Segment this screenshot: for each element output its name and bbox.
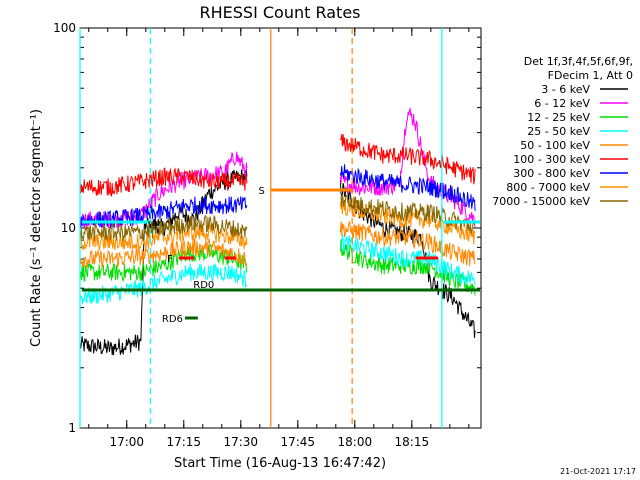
x-tick-label: 18:15 — [395, 435, 430, 449]
plot-frame — [79, 27, 482, 429]
series-line — [339, 180, 476, 339]
legend: Det 1f,3f,4f,5f,6f,9f,FDecim 1, Att 03 -… — [492, 55, 633, 208]
legend-label: 7000 - 15000 keV — [492, 195, 590, 208]
series-line — [79, 238, 248, 270]
vertical-markers — [79, 28, 443, 428]
y-tick-label: 10 — [61, 221, 76, 235]
series-line — [79, 214, 248, 242]
legend-label: 50 - 100 keV — [520, 139, 590, 152]
legend-label: 12 - 25 keV — [527, 111, 590, 124]
flag-label: S — [258, 186, 264, 197]
series-line — [79, 196, 248, 229]
flag-label: N — [152, 218, 159, 229]
flag-label: RD6 — [162, 314, 183, 325]
legend-label: 300 - 800 keV — [513, 167, 590, 180]
series-group — [79, 106, 476, 356]
series-line — [340, 234, 476, 287]
flag-bars: N S F RD0 RD6 — [81, 186, 480, 325]
y-tick-label: 100 — [53, 21, 76, 35]
y-tick-label: 1 — [68, 421, 76, 435]
flag-label: F — [167, 254, 173, 265]
x-axis: 17:00 17:15 17:30 17:45 18:00 18:15 — [88, 28, 470, 449]
x-axis-label: Start Time (16-Aug-13 16:47:42) — [174, 456, 386, 471]
y-axis: 1 10 100 — [53, 21, 481, 435]
legend-label: 100 - 300 keV — [513, 153, 590, 166]
x-tick-label: 17:15 — [166, 435, 201, 449]
series-line — [339, 164, 476, 211]
series-line — [339, 221, 476, 267]
legend-header: FDecim 1, Att 0 — [548, 69, 633, 82]
series-line — [79, 223, 248, 252]
series-line — [79, 167, 248, 198]
x-tick-label: 17:30 — [223, 435, 258, 449]
x-tick-label: 17:45 — [280, 435, 315, 449]
legend-label: 3 - 6 keV — [541, 83, 590, 96]
legend-label: 25 - 50 keV — [527, 125, 590, 138]
legend-header: Det 1f,3f,4f,5f,6f,9f, — [524, 55, 633, 68]
x-tick-label: 17:00 — [109, 435, 144, 449]
chart-title: RHESSI Count Rates — [200, 3, 361, 22]
y-axis-label: Count Rate (s⁻¹ detector segment⁻¹) — [29, 109, 44, 347]
series-line — [79, 243, 248, 283]
footer-timestamp: 21-Oct-2021 17:17 — [560, 467, 636, 476]
x-tick-label: 18:00 — [338, 435, 373, 449]
flag-label: RD0 — [193, 280, 214, 291]
series-line — [340, 193, 476, 234]
series-line — [79, 263, 248, 305]
legend-label: 800 - 7000 keV — [506, 181, 590, 194]
series-line — [339, 133, 476, 185]
legend-label: 6 - 12 keV — [534, 97, 590, 110]
